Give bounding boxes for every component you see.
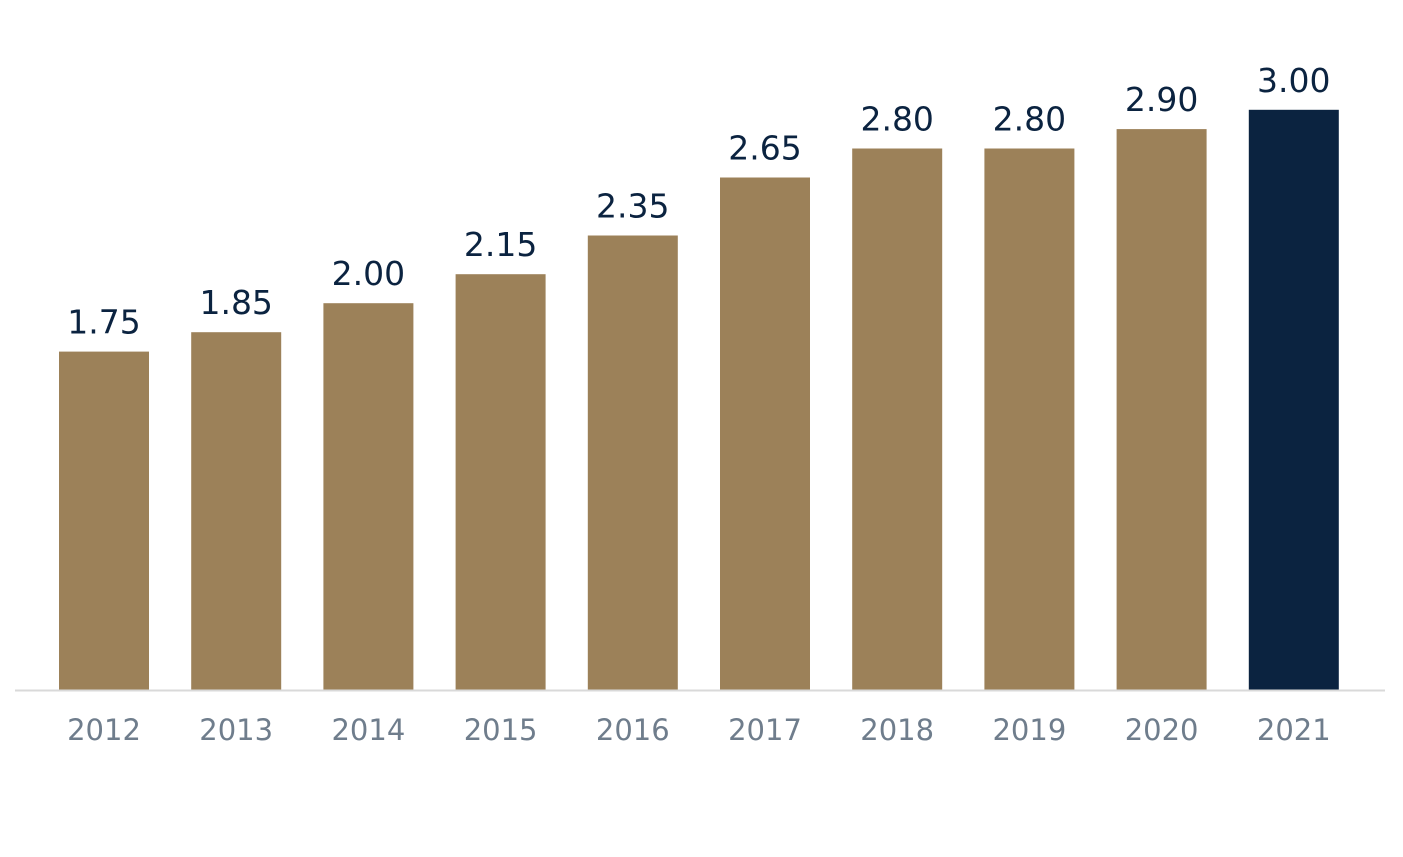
value-label-2015: 2.15 (464, 225, 537, 264)
bar-2012 (59, 351, 149, 690)
x-tick-label-2016: 2016 (596, 713, 670, 747)
bar-2017 (720, 177, 810, 690)
x-tick-label-2021: 2021 (1257, 713, 1331, 747)
x-tick-label-2020: 2020 (1125, 713, 1199, 747)
value-labels-layer: 1.75 1.85 2.00 2.15 2.35 2.65 2.80 2.80 2.90 3.00 (67, 61, 1330, 342)
value-label-2018: 2.80 (860, 100, 933, 139)
bar-2013 (191, 332, 282, 690)
x-tick-label-2015: 2015 (464, 713, 538, 747)
value-label-2021: 3.00 (1257, 61, 1330, 100)
value-label-2016: 2.35 (596, 187, 669, 226)
value-label-2019: 2.80 (993, 100, 1066, 139)
x-tick-label-2012: 2012 (67, 713, 141, 747)
x-tick-label-2014: 2014 (331, 713, 405, 747)
bar-2014 (323, 303, 414, 690)
bar-2015 (455, 274, 546, 690)
bar-2021 (1248, 109, 1339, 691)
value-label-2012: 1.75 (67, 303, 140, 342)
x-tick-label-2017: 2017 (728, 713, 802, 747)
x-tick-label-2018: 2018 (860, 713, 934, 747)
value-label-2014: 2.00 (332, 254, 405, 293)
value-label-2020: 2.90 (1125, 80, 1198, 119)
bars-layer (59, 109, 1339, 691)
bar-2018 (852, 148, 943, 690)
value-label-2013: 1.85 (199, 283, 272, 322)
bar-2020 (1116, 129, 1207, 691)
bar-2019 (984, 148, 1075, 690)
bar-2016 (587, 235, 678, 690)
value-label-2017: 2.65 (728, 129, 801, 168)
x-tick-label-2019: 2019 (992, 713, 1066, 747)
x-tick-labels-layer: 2012 2013 2014 2015 2016 2017 2018 2019 2020 2021 (67, 713, 1331, 747)
x-tick-label-2013: 2013 (199, 713, 273, 747)
